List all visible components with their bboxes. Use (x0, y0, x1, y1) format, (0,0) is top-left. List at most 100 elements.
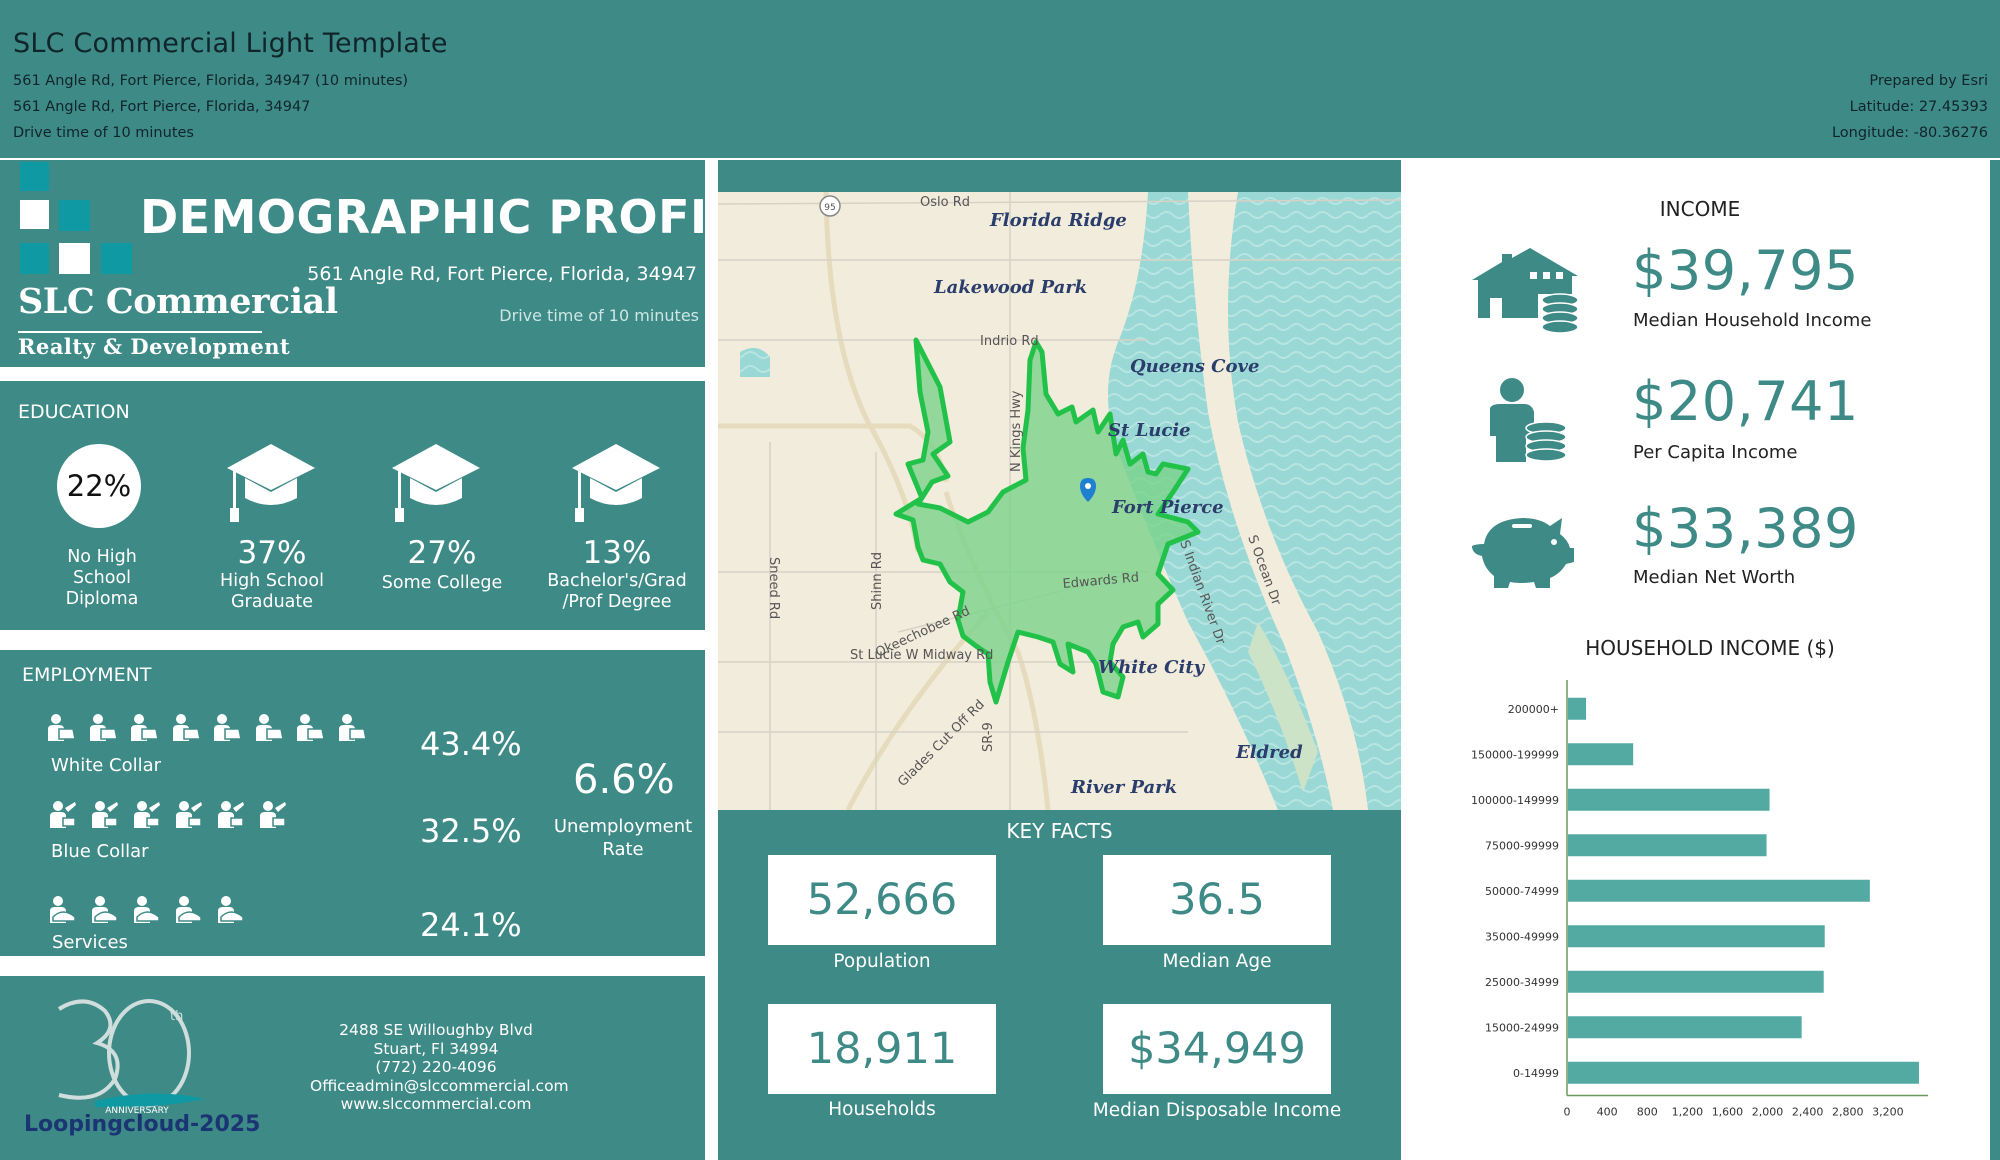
longitude: Longitude: -80.36276 (1831, 125, 1988, 141)
category-label: 75000-99999 (1485, 839, 1559, 852)
population-label: Population (833, 951, 931, 972)
brand-rule (18, 331, 262, 333)
contact-website: www.slccommercial.com (340, 1095, 532, 1113)
svg-text:th: th (170, 1009, 183, 1024)
worker-icon (213, 713, 242, 747)
tick-label: 3,200 (1872, 1106, 1904, 1119)
brand-tagline: Realty & Development (18, 334, 291, 359)
worker-icon (91, 895, 119, 929)
education-label: EDUCATION (18, 401, 130, 423)
worker-icon (130, 713, 159, 747)
brand-name: SLC Commercial (18, 281, 338, 322)
header-address-line: 561 Angle Rd, Fort Pierce, Florida, 3494… (13, 73, 409, 89)
profile-address: 561 Angle Rd, Fort Pierce, Florida, 3494… (307, 263, 697, 285)
profile-drive-time: Drive time of 10 minutes (499, 306, 699, 325)
svg-text:St Lucie W Midway Rd: St Lucie W Midway Rd (850, 648, 993, 663)
blue-collar-label: Blue Collar (51, 841, 149, 862)
logo-square (59, 243, 90, 274)
category-label: 25000-34999 (1485, 976, 1559, 989)
house-coins-icon (1472, 248, 1579, 334)
svg-text:SR-9: SR-9 (981, 722, 996, 752)
tick-label: 1,600 (1712, 1106, 1744, 1119)
worker-icon (91, 800, 119, 834)
svg-text:Shinn Rd: Shinn Rd (870, 552, 885, 610)
contact-street: 2488 SE Willoughby Blvd (339, 1021, 533, 1039)
median-net-worth-label: Median Net Worth (1633, 567, 1796, 588)
bar (1568, 925, 1825, 948)
svg-text:Sneed Rd: Sneed Rd (766, 557, 781, 619)
median-net-worth-value: $33,389 (1632, 497, 1859, 560)
bachelors-pct: 13% (582, 535, 652, 571)
worker-icon (217, 895, 245, 929)
tick-label: 800 (1637, 1106, 1658, 1119)
svg-text:St Lucie: St Lucie (1108, 420, 1191, 441)
disposable-income-label: Median Disposable Income (1092, 1100, 1342, 1121)
header: SLC Commercial Light Template 561 Angle … (0, 0, 2000, 158)
svg-text:Oslo Rd: Oslo Rd (920, 195, 970, 210)
category-label: 50000-74999 (1485, 885, 1559, 898)
some-college-pct: 27% (407, 535, 477, 571)
drive-time-map[interactable]: 95 Florida Ridge Lakewood Park Queens Co… (718, 192, 1401, 810)
header-address: 561 Angle Rd, Fort Pierce, Florida, 3494… (13, 99, 311, 115)
contact-phone: (772) 220-4096 (375, 1058, 497, 1076)
worker-icon (175, 800, 203, 834)
per-capita-income-value: $20,741 (1632, 370, 1859, 433)
worker-icon (296, 713, 325, 747)
category-label: 35000-49999 (1485, 930, 1559, 943)
tick-label: 2,800 (1832, 1106, 1864, 1119)
bar (1568, 697, 1587, 720)
population-value: 52,666 (768, 855, 996, 945)
category-label: 0-14999 (1513, 1067, 1559, 1080)
white-collar-pct: 43.4% (420, 725, 522, 763)
hs-grad-pct: 37% (237, 535, 307, 571)
worker-icon (133, 800, 161, 834)
category-label: 200000+ (1508, 703, 1559, 716)
median-household-income-label: Median Household Income (1633, 310, 1872, 331)
worker-icon (89, 713, 118, 747)
svg-text:Indrio Rd: Indrio Rd (980, 334, 1039, 349)
svg-text:Edwards Rd: Edwards Rd (1062, 570, 1140, 592)
graduation-cap-icon (572, 444, 660, 522)
svg-text:N Kings Hwy: N Kings Hwy (1009, 390, 1024, 472)
anniversary-label: Loopingcloud-2025 (24, 1112, 261, 1137)
right-edge (1990, 160, 2000, 1160)
category-label: 100000-149999 (1471, 794, 1559, 807)
no-diploma-pct: 22% (57, 444, 141, 528)
employment-label: EMPLOYMENT (22, 664, 152, 686)
worker-icon (133, 895, 161, 929)
worker-icon (175, 895, 203, 929)
svg-text:Queens Cove: Queens Cove (1130, 356, 1259, 377)
bar (1568, 834, 1767, 857)
unemployment-pct: 6.6% (573, 757, 675, 803)
income-title: INCOME (1659, 197, 1741, 221)
contact-city: Stuart, Fl 34994 (373, 1039, 499, 1058)
bar (1568, 743, 1634, 766)
svg-text:Florida Ridge: Florida Ridge (989, 210, 1127, 231)
worker-icon (259, 800, 287, 834)
households-label: Households (828, 1099, 936, 1120)
divider (0, 956, 705, 976)
hs-grad-label: High School Graduate (220, 571, 324, 612)
logo-square (20, 162, 49, 191)
logo-square (101, 243, 132, 274)
divider (0, 158, 2000, 160)
bar (1568, 1016, 1802, 1039)
logo-square (59, 200, 90, 231)
no-diploma-label: No High School Diploma (65, 547, 139, 609)
unemployment-label: Unemployment Rate (553, 816, 693, 860)
latitude: Latitude: 27.45393 (1849, 99, 1988, 115)
svg-text:River Park: River Park (1070, 777, 1177, 798)
anniversary-30-logo: th ANNIVERSARY (57, 999, 205, 1116)
tick-label: 400 (1597, 1106, 1618, 1119)
contact-block: 2488 SE Willoughby Blvd Stuart, Fl 34994… (310, 1021, 569, 1114)
svg-text:Eldred: Eldred (1235, 742, 1303, 763)
households-value: 18,911 (768, 1004, 996, 1094)
some-college-label: Some College (381, 573, 503, 593)
header-drive-time: Drive time of 10 minutes (13, 125, 194, 141)
logo-square (20, 200, 49, 229)
profile-title: DEMOGRAPHIC PROFILE (140, 190, 770, 244)
bachelors-label: Bachelor's/Grad /Prof Degree (547, 571, 687, 612)
worker-icon (255, 713, 284, 747)
bar (1568, 1061, 1919, 1084)
disposable-income-value: $34,949 (1103, 1004, 1331, 1094)
